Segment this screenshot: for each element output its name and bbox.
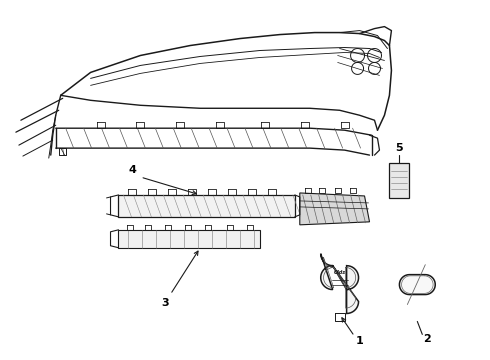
- Polygon shape: [119, 230, 260, 248]
- Text: Olds: Olds: [334, 270, 346, 275]
- Text: 4: 4: [128, 165, 136, 175]
- Polygon shape: [321, 254, 359, 314]
- Polygon shape: [119, 195, 295, 217]
- Text: 5: 5: [395, 143, 403, 153]
- Text: 2: 2: [423, 334, 431, 345]
- Polygon shape: [399, 275, 435, 294]
- Text: 1: 1: [356, 336, 364, 346]
- Polygon shape: [300, 193, 369, 225]
- Text: 3: 3: [162, 297, 169, 307]
- Polygon shape: [390, 163, 409, 198]
